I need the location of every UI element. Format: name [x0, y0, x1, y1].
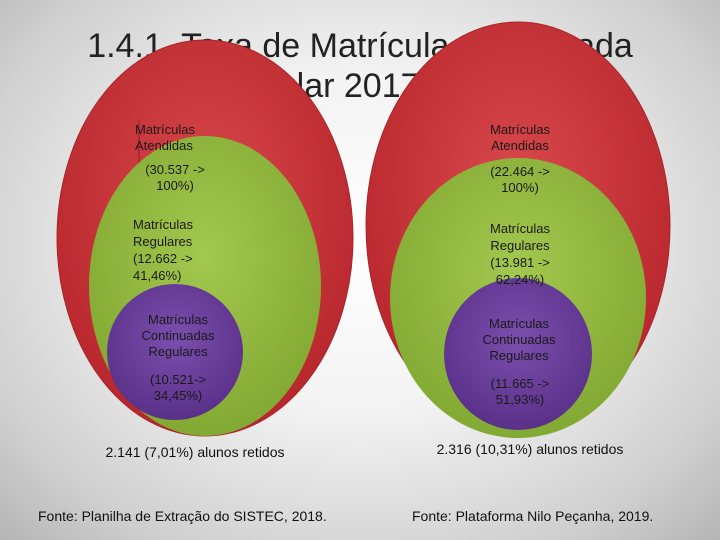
retidos-2018: 2.316 (10,31%) alunos retidos	[436, 441, 624, 457]
label-atendidas-2017: Matrículas Atendidas	[135, 122, 195, 153]
value-atendidas-2018: (22.464 -> 100%)	[490, 164, 550, 195]
diagram-2018	[365, 21, 671, 438]
value-continuadas-2017: (10.521-> 34,45%)	[149, 372, 206, 403]
label-continuadas-2017: Matrículas Continuadas Regulares	[141, 312, 215, 359]
fonte-2017: Fonte: Planilha de Extração do SISTEC, 2…	[38, 508, 327, 524]
circle-continuadas-2018	[444, 278, 592, 430]
label-regulares-2017: Matrículas Regulares (12.662 -> 41,46%)	[133, 217, 193, 283]
retidos-2017: 2.141 (7,01%) alunos retidos	[105, 444, 285, 460]
circle-continuadas-2017	[107, 284, 243, 420]
label-atendidas-2018: Matrículas Atendidas	[490, 122, 550, 153]
value-continuadas-2018: (11.665 -> 51,93%)	[490, 376, 550, 407]
value-atendidas-2017: (30.537 -> 100%)	[145, 162, 205, 193]
fonte-2018: Fonte: Plataforma Nilo Peçanha, 2019.	[412, 508, 654, 524]
label-regulares-2018: Matrículas Regulares (13.981 -> 62,24%)	[490, 221, 550, 287]
label-continuadas-2018: Matrículas Continuadas Regulares	[482, 316, 556, 363]
diagram-2017	[56, 39, 354, 437]
